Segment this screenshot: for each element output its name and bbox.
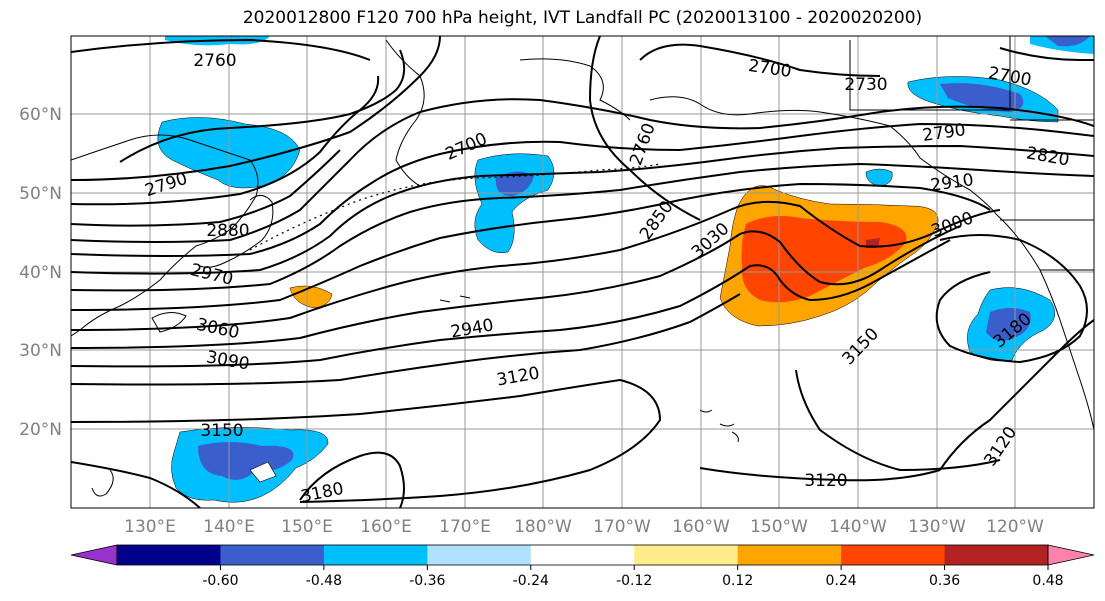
colorbar-tick-label: -0.12 (616, 573, 652, 589)
contour-label: 3120 (804, 471, 847, 491)
colorbar-tick-label: 0.24 (826, 573, 857, 589)
ivt-strong-negative-area (495, 171, 534, 196)
lon-label-160e: 160°E (360, 517, 412, 537)
ivt-negative-area (865, 168, 893, 187)
contour-label: 3180 (299, 479, 345, 508)
lon-label-130e: 130°E (124, 517, 176, 537)
ivt-strong-negative-area (986, 308, 1031, 341)
colorbar-swatches (117, 545, 1049, 565)
latitude-labels: 60°N 50°N 40°N 30°N 20°N (19, 105, 62, 440)
colorbar-frame (116, 544, 1049, 566)
lon-label-140e: 140°E (203, 517, 255, 537)
contour-label: 2730 (844, 75, 887, 95)
lon-label-150w: 150°W (750, 517, 808, 537)
colorbar-swatch (634, 545, 739, 565)
lon-label-160w: 160°W (672, 517, 730, 537)
contour-label: 2820 (1025, 143, 1071, 170)
colorbar-ticks: -0.60 -0.48 -0.36 -0.24 -0.12 0.12 0.24 0.36 0.4… (202, 565, 1064, 589)
colorbar-extend-low (70, 544, 118, 566)
height-contours (71, 36, 1094, 508)
dateline-dotted (249, 163, 661, 251)
ivt-shading (157, 36, 1094, 503)
colorbar: -0.60 -0.48 -0.36 -0.24 -0.12 0.12 0.24 0.36 0.4… (70, 544, 1095, 589)
ivt-strong-negative-area (1045, 36, 1090, 47)
colorbar-swatch (737, 545, 842, 565)
lat-label-30n: 30°N (19, 341, 62, 361)
lat-label-40n: 40°N (19, 263, 62, 283)
colorbar-tick-label: 0.12 (722, 573, 753, 589)
colorbar-swatch (841, 545, 946, 565)
colorbar-tick-label: -0.24 (513, 573, 549, 589)
colorbar-tick-label: 0.48 (1032, 573, 1063, 589)
contour-label: 2760 (193, 51, 236, 71)
lon-label-170w: 170°W (593, 517, 651, 537)
contour-label: 2970 (188, 260, 235, 290)
contour-label: 2940 (449, 315, 495, 342)
colorbar-tick-label: -0.60 (202, 573, 238, 589)
colorbar-extend-high (1047, 544, 1095, 566)
contour-label: 3150 (838, 324, 882, 369)
contour-label: 2880 (206, 221, 249, 241)
coastlines (71, 36, 1094, 497)
contour-label: 2760 (626, 121, 660, 168)
ivt-neutral-area (249, 461, 277, 483)
lon-label-150e: 150°E (281, 517, 333, 537)
lon-label-180w: 180°W (514, 517, 572, 537)
contour-label: 3060 (195, 315, 241, 344)
ivt-negative-area (474, 153, 555, 253)
longitude-labels: 130°E 140°E 150°E 160°E 170°E 180°W 170°… (124, 517, 1044, 537)
contour-label: 3090 (205, 347, 251, 374)
colorbar-swatch (530, 545, 635, 565)
contour-label: 3150 (200, 421, 243, 441)
lat-label-50n: 50°N (19, 184, 62, 204)
colorbar-swatch (944, 545, 1049, 565)
lon-label-170e: 170°E (439, 517, 491, 537)
colorbar-swatch (117, 545, 221, 565)
lon-label-120w: 120°W (986, 517, 1044, 537)
contour-label: 3120 (495, 363, 541, 390)
lon-label-130w: 130°W (908, 517, 966, 537)
lon-label-140w: 140°W (829, 517, 887, 537)
colorbar-tick-label: 0.36 (929, 573, 960, 589)
map-frame (70, 35, 1095, 509)
lat-label-60n: 60°N (19, 105, 62, 125)
colorbar-swatch (427, 545, 532, 565)
colorbar-tick-label: -0.36 (409, 573, 445, 589)
map-title: 2020012800 F120 700 hPa height, IVT Land… (242, 8, 923, 28)
colorbar-swatch (220, 545, 325, 565)
contour-label: 2700 (747, 56, 793, 82)
ivt-strong-positive-area (741, 216, 907, 303)
colorbar-swatch (323, 545, 428, 565)
colorbar-tick-label: -0.48 (306, 573, 342, 589)
ivt-extreme-positive-area (866, 238, 880, 248)
lat-label-20n: 20°N (19, 420, 62, 440)
contour-label: 2910 (929, 170, 975, 196)
ivt-strong-negative-area (940, 83, 1024, 112)
